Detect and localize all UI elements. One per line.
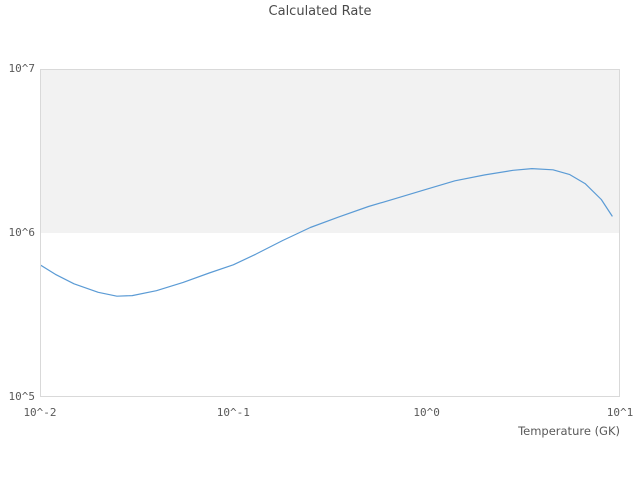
y-tick-label: 10^5 [8, 390, 36, 403]
plot-svg [40, 69, 620, 397]
shaded-band [40, 69, 620, 233]
plot-border [40, 69, 620, 397]
x-tick-label: 10^-2 [23, 406, 57, 419]
x-tick-label: 10^-1 [216, 406, 250, 419]
x-tick-label: 10^1 [606, 406, 634, 419]
x-axis-title: Temperature (GK) [518, 424, 620, 438]
y-tick-label: 10^6 [8, 226, 36, 239]
x-tick-label: 10^0 [413, 406, 440, 419]
y-tick-label: 10^7 [8, 62, 36, 75]
rate-curve [40, 167, 613, 297]
chart-title: Calculated Rate [268, 4, 372, 19]
